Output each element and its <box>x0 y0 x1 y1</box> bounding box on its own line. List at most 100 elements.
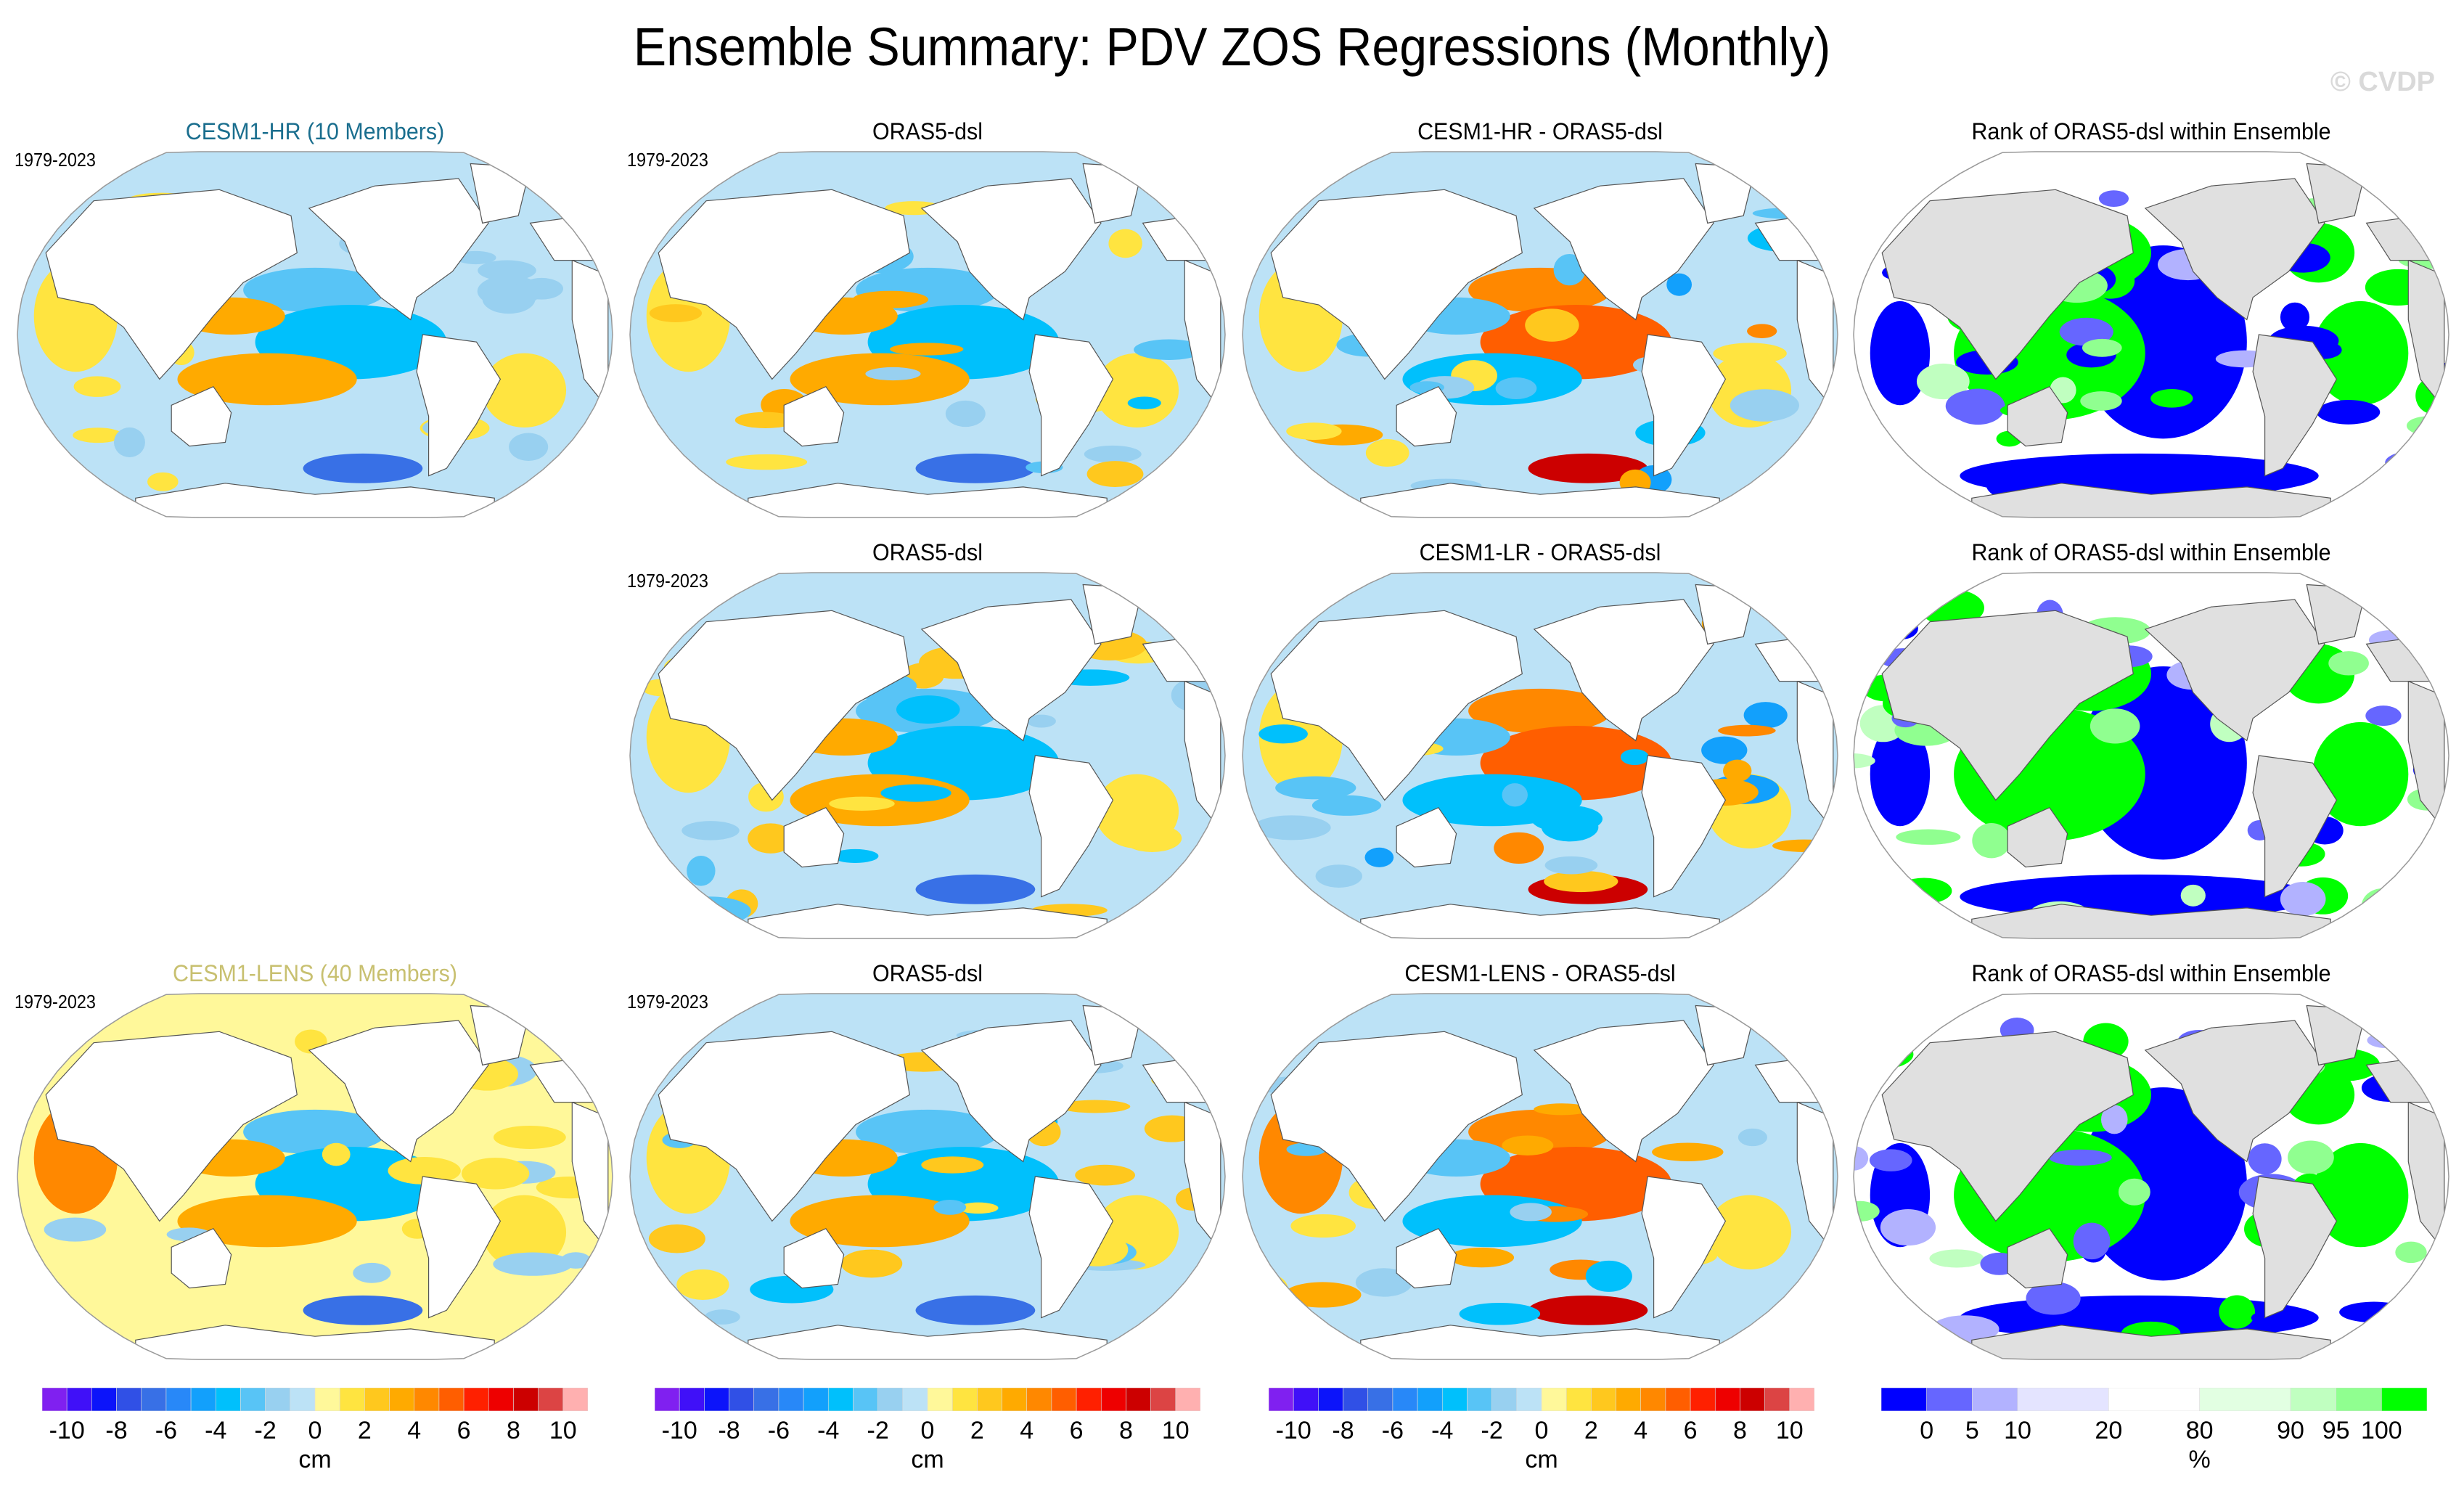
map-border <box>629 993 1226 1360</box>
field-anomaly <box>865 367 921 381</box>
map-border <box>17 993 613 1360</box>
colorbar-tick-label: -10 <box>49 1417 85 1444</box>
colorbar-swatch <box>2199 1388 2291 1411</box>
field-anomaly <box>676 1269 729 1301</box>
colorbar-swatch <box>364 1388 390 1411</box>
rank-cell <box>2059 317 2113 346</box>
rank-cell <box>2251 1308 2316 1328</box>
colorbar-units-label: % <box>2188 1446 2211 1473</box>
colorbar-swatch <box>1640 1388 1666 1411</box>
land-south-america <box>1028 755 1114 898</box>
rank-cell <box>2073 1222 2111 1260</box>
colorbar-swatch <box>2381 1388 2427 1411</box>
land-antarctica <box>748 1325 1108 1359</box>
field-anomaly <box>1620 749 1649 766</box>
map-border <box>1242 572 1838 939</box>
panel-title: Rank of ORAS5-dsl within Ensemble <box>1971 118 2331 144</box>
land-north-america <box>2144 1020 2325 1163</box>
colorbar-tick-label: 0 <box>308 1417 322 1444</box>
land-north-america <box>2144 178 2325 321</box>
colorbar-swatch <box>1616 1388 1642 1411</box>
colorbar-swatch <box>803 1388 829 1411</box>
field-anomaly <box>177 1195 357 1248</box>
field-anomaly <box>113 427 145 457</box>
rank-cell <box>1880 1209 1936 1246</box>
rank-cell <box>1854 753 1875 769</box>
colorbar-swatch <box>853 1388 878 1411</box>
land-asia <box>658 189 910 380</box>
land-asia <box>1881 1031 2134 1222</box>
rank-cell <box>1896 829 1961 845</box>
colorbar-swatch <box>314 1388 340 1411</box>
colorbar-swatch <box>2290 1388 2336 1411</box>
colorbar: 0 5 10 20 80 90 95 100% <box>1881 1388 2427 1473</box>
land-antarctica <box>748 904 1108 938</box>
rank-cell <box>1863 1028 1900 1052</box>
field-anomaly <box>1364 847 1394 867</box>
field-anomaly <box>1534 1103 1590 1116</box>
colorbar-swatch <box>977 1388 1002 1411</box>
rank-cell <box>1972 823 2011 859</box>
rank-cell <box>1854 1300 1902 1335</box>
world-map <box>17 993 613 1360</box>
field-anomaly <box>478 260 536 281</box>
map-border <box>1853 572 2449 939</box>
field-anomaly <box>1528 1295 1648 1325</box>
field-anomaly <box>1743 702 1788 729</box>
colorbar-swatch <box>1392 1388 1418 1411</box>
colorbar-tick-label: -6 <box>767 1417 790 1444</box>
map-panel-regression: CESM1-HR (10 Members) 1979-2023 <box>15 118 614 525</box>
colorbar-tick-label: 0 <box>920 1417 935 1444</box>
cvdp-watermark: © CVDP <box>2330 67 2435 97</box>
colorbar-tick-label: 8 <box>506 1417 520 1444</box>
colorbar-tick-label: 80 <box>2185 1417 2214 1444</box>
field-anomaly <box>1738 1128 1767 1147</box>
rank-cell <box>2150 389 2193 408</box>
field-anomaly <box>303 1295 423 1325</box>
colorbar-swatch <box>2336 1388 2382 1411</box>
world-map <box>1242 151 1838 518</box>
colorbar-tick-label: 2 <box>970 1417 984 1444</box>
rank-cell <box>2280 302 2310 332</box>
colorbar-swatch <box>1367 1388 1393 1411</box>
land-australia <box>2007 1227 2068 1289</box>
land-south-america <box>1641 1176 1727 1319</box>
colorbar-swatch <box>1126 1388 1151 1411</box>
period-label: 1979-2023 <box>627 991 708 1012</box>
land-north-america <box>1533 178 1714 321</box>
field-anomaly <box>1544 870 1618 893</box>
colorbar-tick-label: 5 <box>1965 1417 1979 1444</box>
colorbar-swatch <box>1318 1388 1343 1411</box>
field-anomaly <box>1772 839 1836 852</box>
colorbar-tick-label: 95 <box>2322 1417 2350 1444</box>
panel-title: ORAS5-dsl <box>872 960 983 986</box>
colorbar-tick-label: -4 <box>1431 1417 1454 1444</box>
panel-title: Rank of ORAS5-dsl within Ensemble <box>1971 960 2331 986</box>
colorbar-swatch <box>513 1388 539 1411</box>
colorbar-tick-label: -2 <box>254 1417 277 1444</box>
field-anomaly <box>915 453 1036 483</box>
colorbar-swatch <box>389 1388 415 1411</box>
rank-cell <box>2118 1178 2150 1206</box>
land-asia <box>45 1031 298 1222</box>
rank-cell <box>2361 888 2404 925</box>
field-anomaly <box>322 1142 351 1166</box>
rank-cell <box>1854 209 1892 226</box>
field-anomaly <box>1459 1302 1541 1325</box>
panel-title: CESM1-LENS (40 Members) <box>173 960 457 986</box>
field-anomaly <box>73 428 123 443</box>
field-anomaly <box>1730 389 1799 422</box>
figure-title: Ensemble Summary: PDV ZOS Regressions (M… <box>633 17 1831 77</box>
field-anomaly <box>880 784 951 802</box>
field-anomaly <box>649 304 703 322</box>
colorbar-tick-label: -4 <box>205 1417 227 1444</box>
map-panel-regression: CESM1-LENS (40 Members) 1979-2023 <box>15 960 614 1367</box>
colorbar-tick-label: -4 <box>817 1417 840 1444</box>
field-anomaly <box>1254 1318 1294 1343</box>
colorbar-swatch <box>141 1388 167 1411</box>
land-antarctica <box>135 1325 495 1359</box>
field-anomaly <box>353 1262 391 1283</box>
colorbar-tick-label: 20 <box>2095 1417 2123 1444</box>
period-label: 1979-2023 <box>15 991 96 1012</box>
field-anomaly <box>682 821 740 840</box>
